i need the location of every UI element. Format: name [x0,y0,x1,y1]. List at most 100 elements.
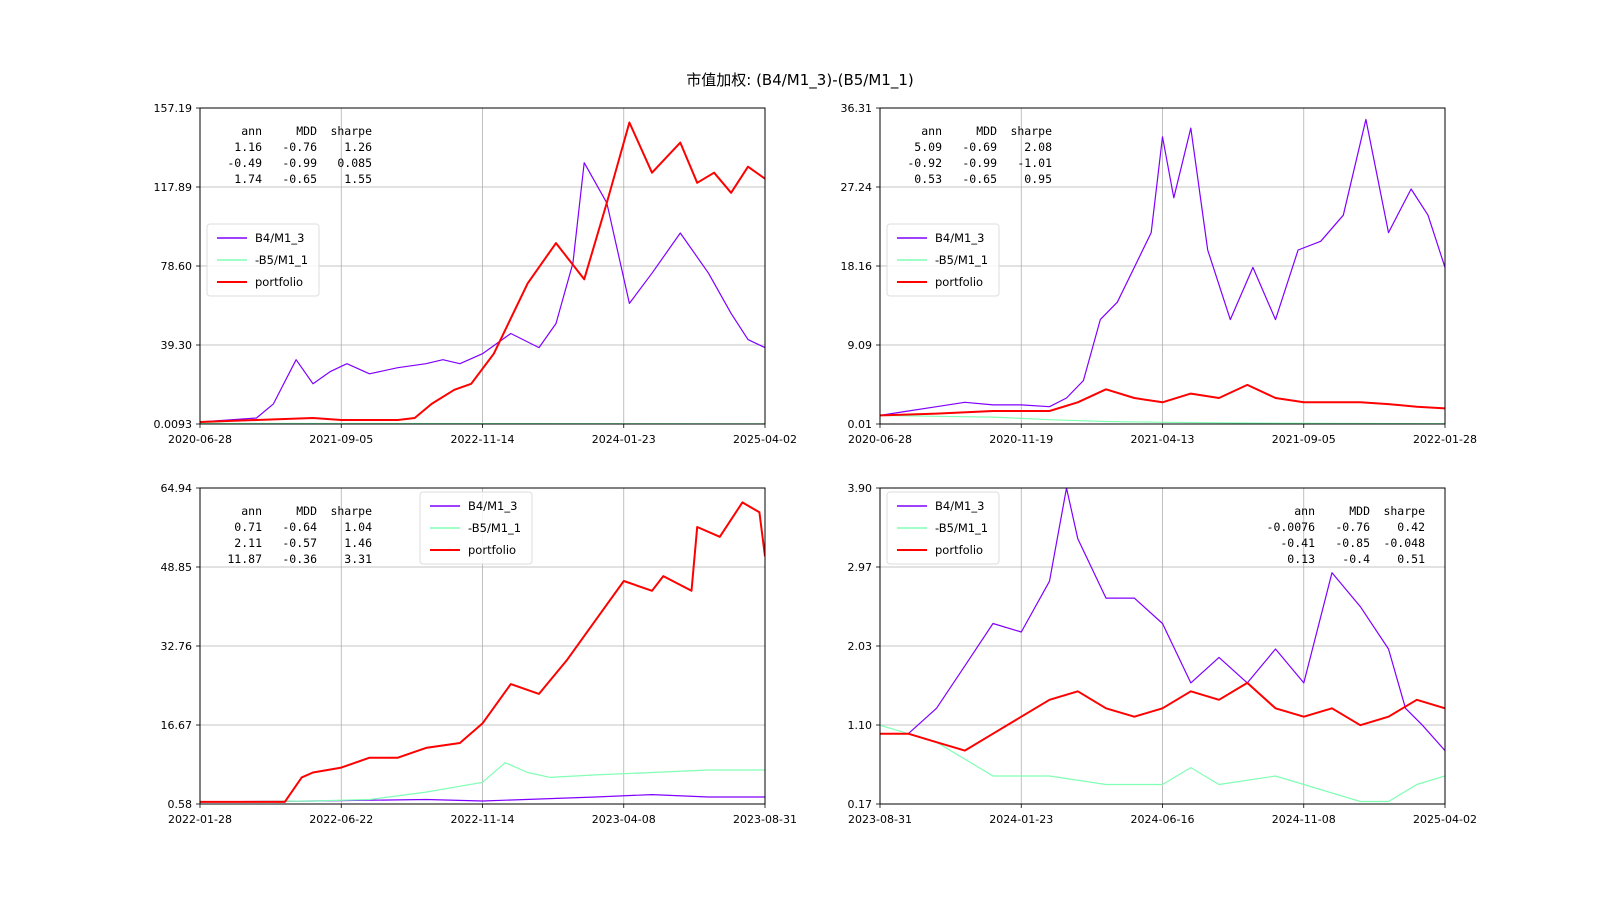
stats-cell: -0.41 [1280,536,1315,550]
x-tick-label: 2020-11-19 [989,433,1053,446]
x-tick-label: 2023-08-31 [848,813,912,826]
stats-header: ann [241,504,262,518]
legend-label: portfolio [255,275,303,289]
stats-cell: 11.87 [227,552,262,566]
legend-label: portfolio [935,543,983,557]
stats-cell: 0.51 [1397,552,1425,566]
stats-cell: -0.99 [962,156,997,170]
stats-cell: 3.31 [344,552,372,566]
subplot-4: 2023-08-31 2024-01-23 2024-06-16 2024-11-08… [848,482,1477,826]
x-tick-label: 2020-06-28 [848,433,912,446]
y-tick-label: 0.0093 [154,418,193,431]
subplot-3: 2022-01-28 2022-06-22 2022-11-14 2023-04-08… [161,482,797,826]
y-tick-label: 64.94 [161,482,193,495]
stats-cell: -1.01 [1017,156,1052,170]
x-tick-label: 2021-09-05 [1272,433,1336,446]
x-tick-label: 2022-06-22 [309,813,373,826]
x-tick-label: 2022-01-28 [168,813,232,826]
stats-cell: 1.74 [234,172,262,186]
x-tick-label: 2022-11-14 [451,813,515,826]
y-tick-label: 32.76 [161,640,193,653]
legend-label: -B5/M1_1 [935,521,988,535]
subplots: 2020-06-28 2021-09-05 2022-11-14 2024-01-23… [154,102,1477,826]
stats-cell: -0.048 [1383,536,1425,550]
series-lines [200,501,765,803]
y-tick-label: 0.58 [168,798,193,811]
stats-header: ann [241,124,262,138]
stats-header: MDD [976,124,997,138]
legend: B4/M1_3 -B5/M1_1 portfolio [419,491,533,565]
y-tick-label: 2.97 [848,561,873,574]
stats-cell: -0.4 [1342,552,1370,566]
stats-table: ann MDD sharpe 5.09 -0.69 2.08 -0.92 -0.99 -1.01… [907,124,1052,186]
stats-cell: 1.26 [344,140,372,154]
legend-label: -B5/M1_1 [935,253,988,267]
x-tick-label: 2023-08-31 [733,813,797,826]
legend-label: portfolio [468,543,516,557]
series-line-B4-M1-3 [880,118,1445,416]
stats-cell: -0.99 [282,156,317,170]
stats-table: ann MDD sharpe -0.0076 -0.76 0.42 -0.41 -0.85 -0… [1267,504,1426,566]
stats-cell: 0.085 [337,156,372,170]
series-line-neg-B5-M1-1 [880,414,1445,424]
figure-title: 市值加权: (B4/M1_3)-(B5/M1_1) [686,71,913,90]
stats-header: sharpe [1010,124,1052,138]
axes-frame [199,107,766,425]
y-tick-label: 16.67 [161,719,193,732]
legend-label: B4/M1_3 [935,231,984,245]
series-lines [880,488,1445,803]
stats-header: ann [921,124,942,138]
x-tick-label: 2025-04-02 [1413,813,1477,826]
legend-label: B4/M1_3 [468,499,517,513]
y-tick-label: 18.16 [841,260,873,273]
legend-label: B4/M1_3 [255,231,304,245]
stats-cell: -0.76 [1335,520,1370,534]
x-tick-label: 2020-06-28 [168,433,232,446]
stats-cell: -0.36 [282,552,317,566]
subplot-1: 2020-06-28 2021-09-05 2022-11-14 2024-01-23… [154,102,797,446]
series-line-neg-B5-M1-1 [200,762,765,803]
y-tick-label: 2.03 [848,640,873,653]
y-tick-label: 3.90 [848,482,873,495]
stats-cell: 0.13 [1287,552,1315,566]
y-tick-label: 0.01 [848,418,873,431]
series-line-portfolio [200,121,765,423]
x-tick-label: 2024-01-23 [592,433,656,446]
legend-box [886,223,1000,297]
y-tick-label: 0.17 [848,798,873,811]
stats-table: ann MDD sharpe 1.16 -0.76 1.26 -0.49 -0.99 0.085… [227,124,372,186]
y-tick-label: 36.31 [841,102,873,115]
stats-cell: 0.42 [1397,520,1425,534]
stats-cell: 1.04 [344,520,372,534]
stats-cell: 2.08 [1024,140,1052,154]
stats-cell: -0.49 [227,156,262,170]
legend: B4/M1_3 -B5/M1_1 portfolio [206,223,320,297]
y-tick-label: 78.60 [161,260,193,273]
legend-label: -B5/M1_1 [255,253,308,267]
stats-header: MDD [1349,504,1370,518]
subplot-2: 2020-06-28 2020-11-19 2021-04-13 2021-09-05… [841,102,1477,446]
stats-header: ann [1294,504,1315,518]
stats-cell: 5.09 [914,140,942,154]
legend: B4/M1_3 -B5/M1_1 portfolio [886,223,1000,297]
stats-cell: -0.65 [962,172,997,186]
legend-label: B4/M1_3 [935,499,984,513]
stats-cell: 1.16 [234,140,262,154]
legend-box [886,491,1000,565]
legend-label: -B5/M1_1 [468,521,521,535]
stats-cell: -0.57 [282,536,317,550]
stats-cell: -0.76 [282,140,317,154]
stats-table: ann MDD sharpe 0.71 -0.64 1.04 2.11 -0.57 1.46 11… [227,504,372,566]
stats-header: sharpe [330,124,372,138]
stats-cell: -0.65 [282,172,317,186]
legend-box [206,223,320,297]
series-line-B4-M1-3 [880,488,1445,751]
series-lines [880,118,1445,424]
x-tick-label: 2025-04-02 [733,433,797,446]
x-tick-label: 2021-09-05 [309,433,373,446]
axes-frame [879,487,1446,805]
stats-header: sharpe [1383,504,1425,518]
stats-cell: -0.92 [907,156,942,170]
axes-frame [879,107,1446,425]
x-tick-label: 2023-04-08 [592,813,656,826]
